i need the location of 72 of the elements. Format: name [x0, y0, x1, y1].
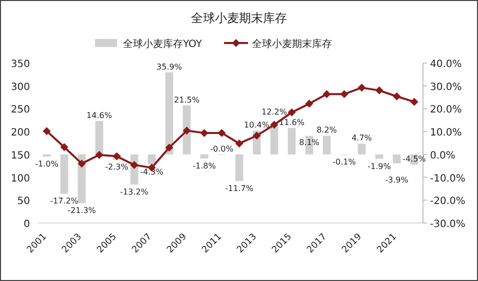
- data-label: 8.1%: [299, 138, 320, 147]
- data-label: -4.3%: [140, 167, 164, 176]
- data-label: -0.1%: [332, 158, 356, 167]
- y2-tick-label: 0.0%: [430, 150, 456, 162]
- point: [358, 84, 366, 92]
- point: [392, 92, 401, 100]
- point: [165, 144, 174, 152]
- point: [340, 90, 348, 98]
- y-tick-label: 200: [10, 128, 30, 139]
- data-label: 14.6%: [86, 111, 112, 120]
- legend-label: 全球小麦库存YOY: [123, 38, 203, 50]
- point: [60, 143, 68, 152]
- y-tick-label: 250: [10, 104, 30, 116]
- y2-tick-label: 30.0%: [430, 82, 462, 93]
- point: [42, 127, 51, 136]
- y2-tick-label: -10.0%: [430, 173, 466, 184]
- bar: [60, 154, 68, 194]
- bar: [95, 121, 104, 154]
- y-tick-label: 0: [24, 219, 30, 230]
- bar: [235, 154, 244, 182]
- point: [410, 98, 418, 106]
- data-label: 8.2%: [316, 126, 337, 135]
- point: [235, 139, 244, 148]
- y-tick-label: 150: [10, 150, 30, 162]
- point: [182, 126, 191, 135]
- y2-tick-label: 20.0%: [430, 104, 462, 116]
- bar: [270, 126, 278, 154]
- y2-tick-label: -30.0%: [430, 219, 466, 230]
- chart-title: 全球小麦期末库存: [191, 11, 287, 25]
- bar: [358, 144, 366, 154]
- y-tick-label: 50: [17, 196, 30, 208]
- data-label: -0.0%: [210, 144, 234, 154]
- y-tick-label: 300: [10, 82, 30, 93]
- data-label: -3.9%: [385, 175, 408, 184]
- data-label: 35.9%: [156, 62, 182, 72]
- point: [252, 132, 261, 140]
- bar: [288, 128, 296, 154]
- point: [305, 100, 314, 108]
- point: [375, 86, 384, 94]
- bar: [200, 154, 208, 159]
- point: [270, 120, 278, 129]
- y2-tick-label: 10.0%: [430, 128, 462, 139]
- point: [78, 160, 86, 168]
- data-label: -11.7%: [225, 184, 254, 194]
- bar: [148, 154, 156, 164]
- data-label: -4.5%: [402, 154, 426, 164]
- bar: [165, 72, 174, 154]
- point: [288, 108, 296, 116]
- legend-label: 全球小麦期末库存: [252, 38, 332, 50]
- bar: [322, 136, 331, 154]
- bar: [375, 154, 384, 159]
- data-label: 21.5%: [174, 95, 200, 104]
- bar: [392, 154, 401, 164]
- data-label: -21.3%: [68, 206, 96, 216]
- data-label: -1.0%: [35, 160, 58, 169]
- y-tick-label: 350: [10, 59, 30, 70]
- y2-tick-label: 40.0%: [430, 59, 462, 70]
- data-label: -17.2%: [50, 196, 78, 206]
- point: [200, 128, 208, 137]
- data-label: 10.4%: [244, 120, 270, 130]
- point: [95, 150, 104, 159]
- point: [130, 160, 138, 169]
- y-tick-label: 100: [10, 173, 30, 184]
- point: [218, 128, 226, 137]
- data-label: 12.2%: [262, 108, 287, 117]
- data-label: -1.8%: [192, 162, 216, 171]
- data-label: -13.2%: [120, 188, 148, 197]
- y2-tick-label: -20.0%: [430, 196, 466, 208]
- data-label: -2.3%: [105, 162, 128, 172]
- data-label: 4.7%: [352, 134, 372, 143]
- point: [322, 90, 331, 98]
- data-label: -1.9%: [368, 162, 391, 171]
